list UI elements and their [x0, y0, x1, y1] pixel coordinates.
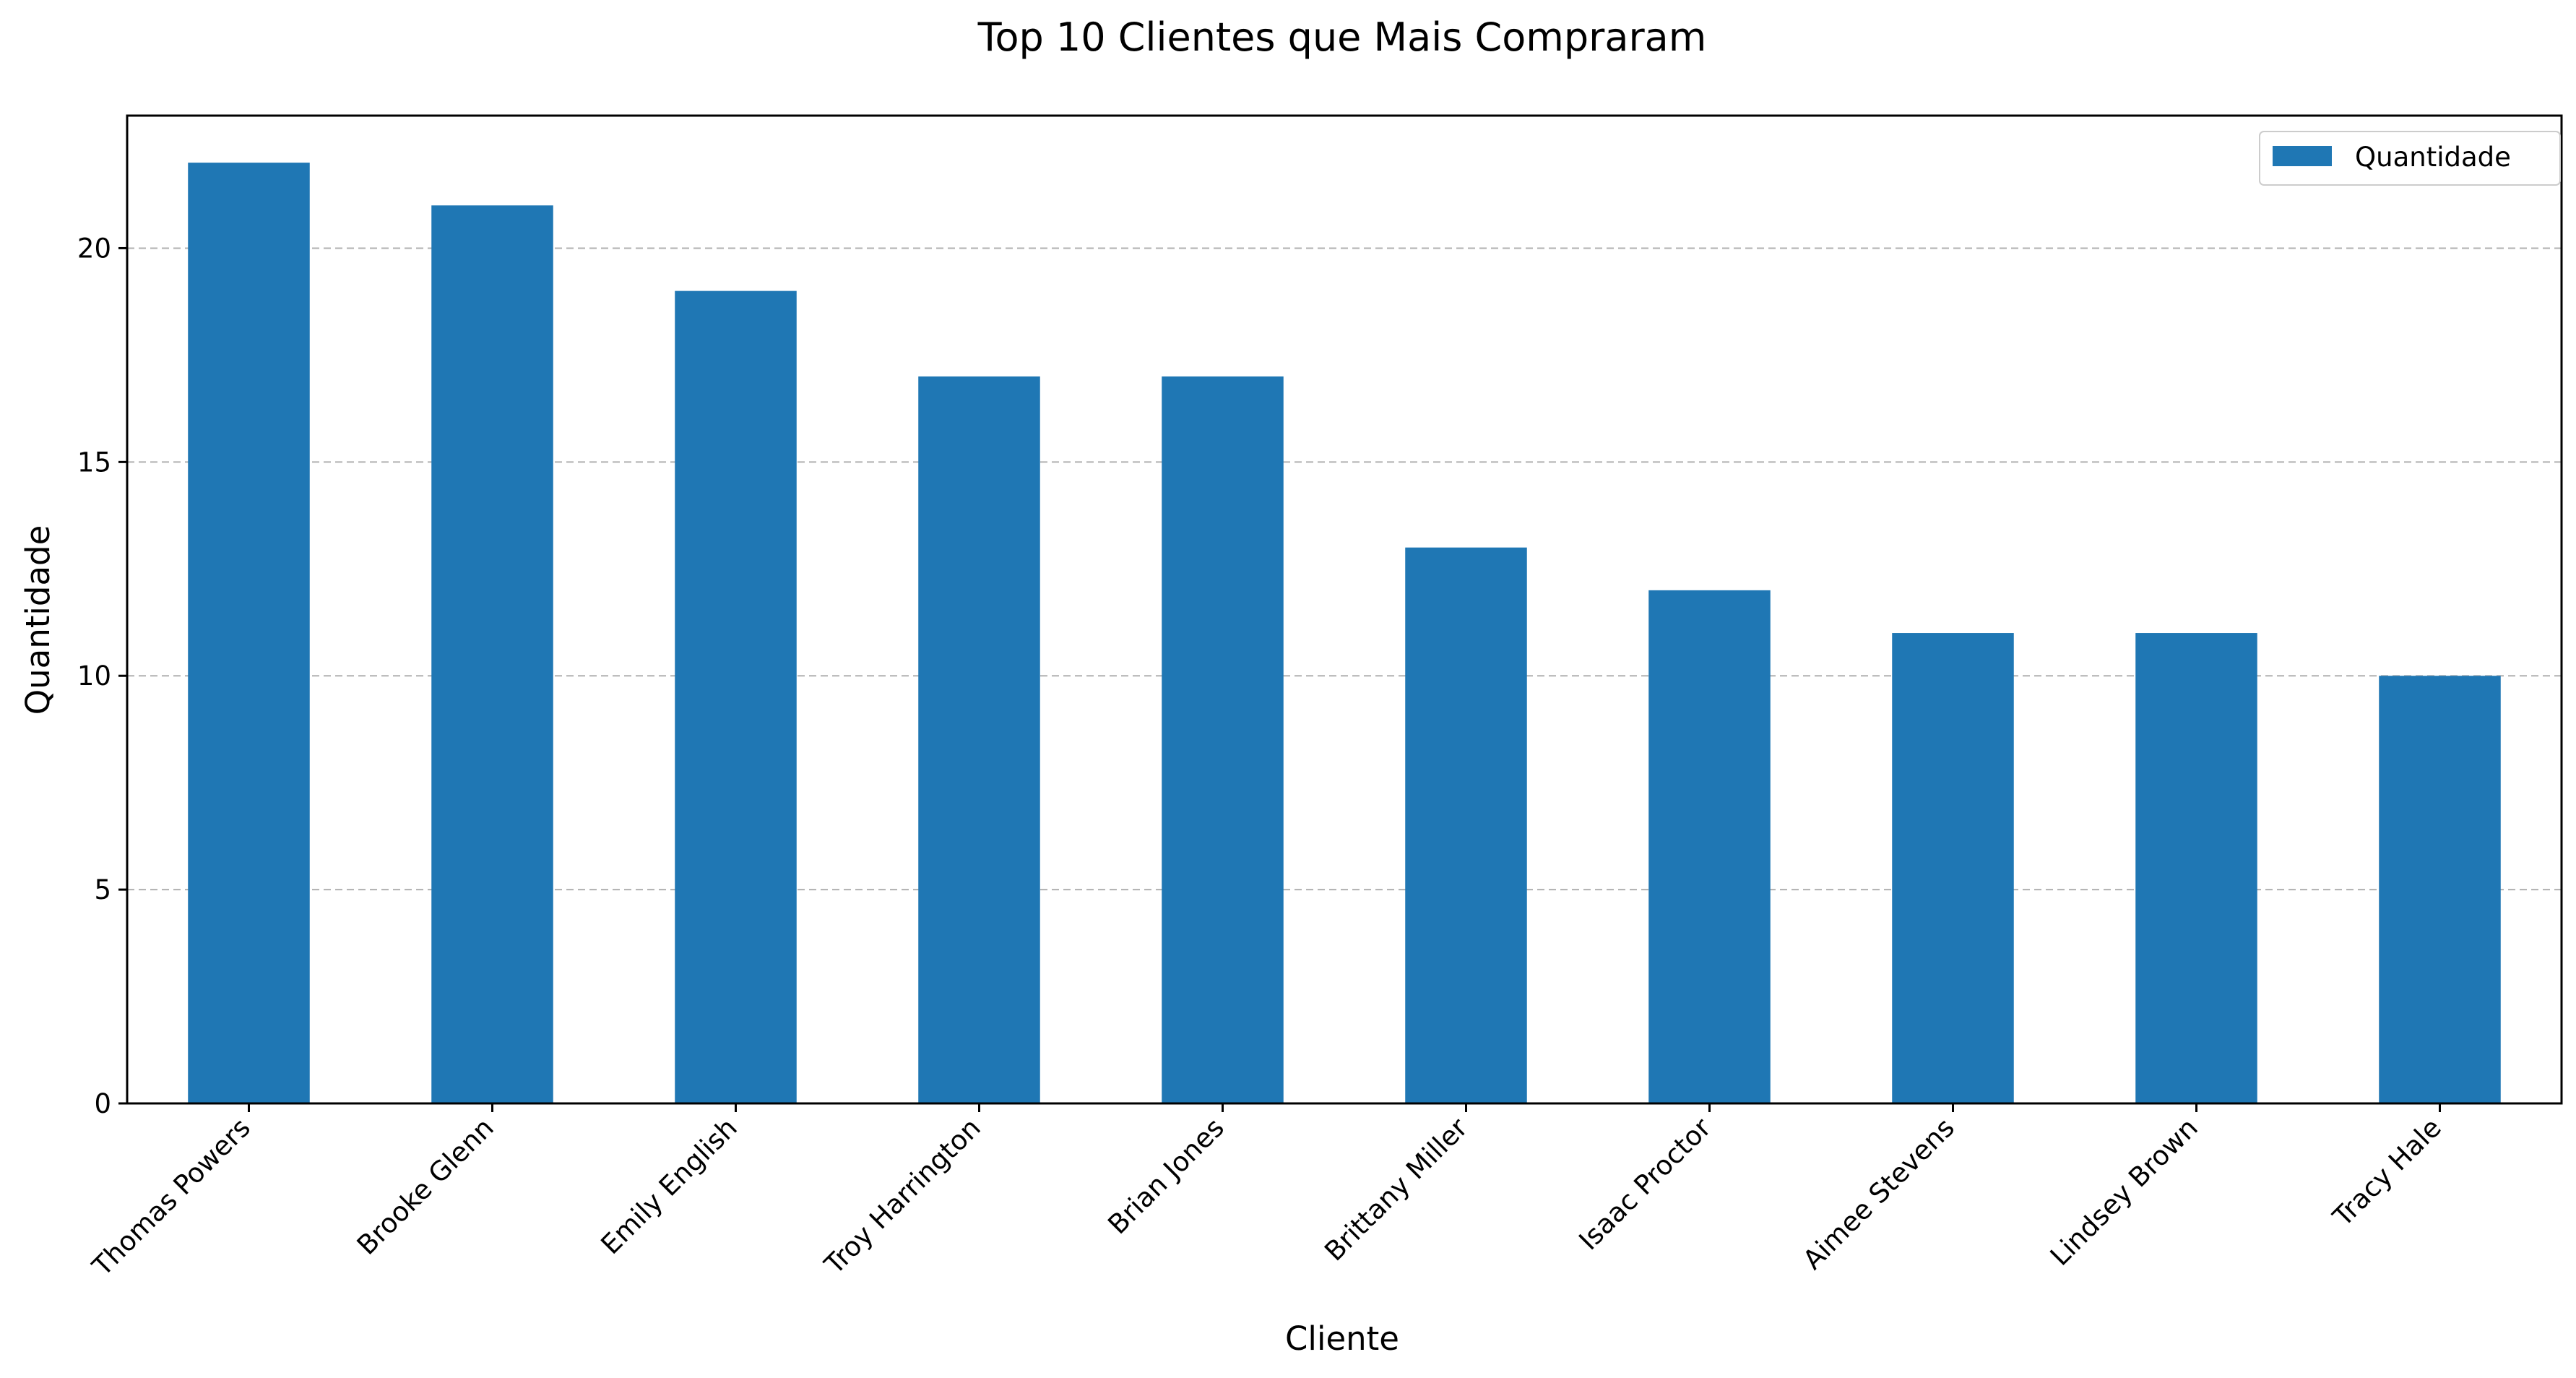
bar-10	[2379, 676, 2501, 1103]
x-axis-label: Cliente	[1285, 1319, 1399, 1358]
legend-frame	[2259, 131, 2561, 186]
legend-label: Quantidade	[2355, 142, 2511, 173]
bar-8	[1892, 633, 2014, 1103]
y-tick-label-15: 15	[77, 447, 111, 478]
axes	[126, 114, 2563, 1105]
y-tick-label-20: 20	[77, 233, 111, 264]
bar-4	[918, 376, 1040, 1103]
bar-6	[1405, 547, 1527, 1103]
y-tick-label-10: 10	[77, 660, 111, 692]
chart-title: Top 10 Clientes que Mais Compraram	[977, 14, 1707, 60]
legend-swatch	[2273, 146, 2332, 166]
bar-1	[188, 163, 310, 1104]
bar-2	[431, 205, 553, 1104]
bar-7	[1648, 590, 1771, 1103]
y-tick-label-5: 5	[94, 874, 111, 905]
bar-5	[1162, 376, 1284, 1103]
bar-3	[675, 290, 797, 1104]
bar-9	[2135, 633, 2257, 1103]
legend: Quantidade	[2259, 131, 2561, 186]
y-axis-label: Quantidade	[19, 525, 57, 715]
y-axis-ticks: 0 5 10 15 20	[77, 233, 127, 1119]
bars	[188, 163, 2501, 1104]
plot-frame	[126, 114, 2563, 1105]
y-tick-label-0: 0	[94, 1088, 111, 1119]
